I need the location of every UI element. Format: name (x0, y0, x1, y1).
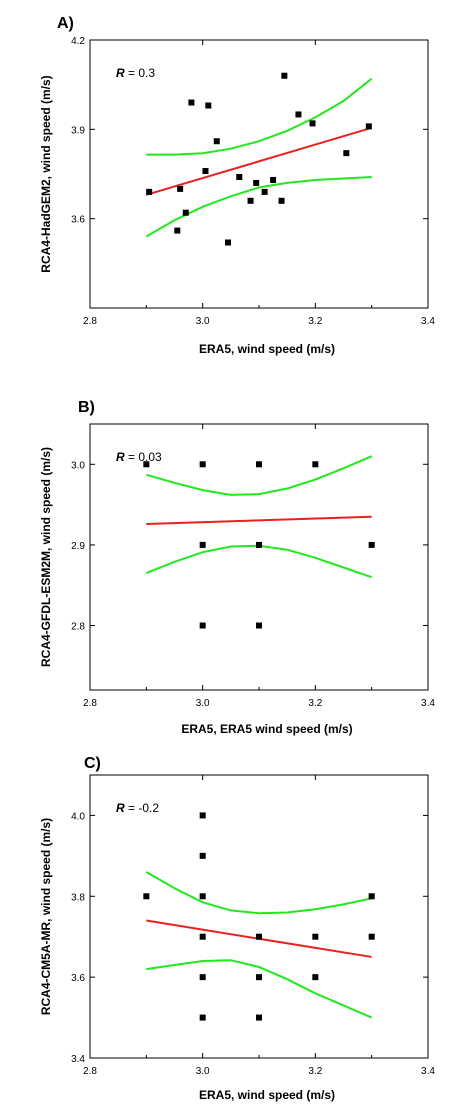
data-point (225, 239, 232, 246)
data-point (236, 173, 243, 180)
data-point (174, 227, 181, 234)
x-tick-label: 3.2 (308, 1066, 322, 1077)
y-tick-label: 2.8 (71, 622, 85, 633)
data-point (188, 99, 195, 106)
y-tick-label: 3.4 (71, 1054, 85, 1065)
data-point (213, 138, 220, 145)
r-value-annotation: R = 0.3 (116, 66, 155, 80)
data-point (199, 461, 206, 468)
data-point (199, 622, 206, 629)
data-point (256, 974, 262, 981)
data-point (199, 852, 206, 859)
r-value-annotation: R = -0.2 (116, 801, 159, 815)
r-value: = 0.03 (125, 450, 162, 464)
data-point (256, 622, 262, 629)
r-symbol: R (116, 801, 125, 815)
data-point (199, 541, 206, 548)
chart-panel-2: B) 2.8 3.0 3.2 3.4 2.8 2.9 3.0 ERA5, ERA5 wind s… (39, 399, 435, 736)
y-tick-label: 4.0 (71, 811, 85, 822)
y-tick-label: 3.6 (71, 215, 85, 226)
data-point (312, 933, 319, 940)
plot-frame (89, 39, 429, 309)
y-tick-label: 2.9 (71, 541, 85, 552)
x-tick-label: 3.0 (196, 316, 210, 327)
y-axis-label: RCA4-HadGEM2, wind speed (m/s) (39, 75, 53, 272)
y-tick-label: 3.9 (71, 125, 85, 136)
data-point (256, 1014, 262, 1021)
panel-label: A) (57, 15, 74, 32)
y-tick-label: 3.0 (71, 460, 85, 471)
regression-line (146, 515, 372, 525)
data-point (368, 541, 375, 548)
x-tick-label: 3.0 (196, 698, 210, 709)
data-point (253, 179, 260, 186)
x-axis-label: ERA5, wind speed (m/s) (199, 1088, 335, 1102)
data-point (256, 541, 262, 548)
data-point (205, 102, 212, 109)
confidence-band-upper (146, 455, 373, 496)
data-point (199, 933, 206, 940)
confidence-band-lower (145, 176, 372, 238)
data-point (256, 461, 262, 468)
data-point (202, 168, 209, 175)
r-symbol: R (116, 66, 125, 80)
x-tick-label: 2.8 (83, 1066, 97, 1077)
y-tick-label: 3.8 (71, 892, 85, 903)
data-point (256, 933, 262, 940)
x-axis-label: ERA5, ERA5 wind speed (m/s) (181, 722, 352, 736)
data-point (199, 812, 206, 819)
data-point (199, 974, 206, 981)
data-point (247, 197, 254, 204)
x-tick-label: 3.2 (308, 698, 322, 709)
data-point (368, 933, 375, 940)
data-point (281, 72, 288, 79)
panel-label: C) (84, 755, 101, 772)
x-tick-label: 2.8 (83, 316, 97, 327)
data-point (309, 120, 316, 127)
y-tick-label: 4.2 (71, 36, 85, 47)
data-point (365, 123, 372, 130)
data-point (312, 461, 319, 468)
data-point (368, 893, 375, 900)
data-point (199, 1014, 206, 1021)
panel-label: B) (78, 399, 95, 416)
data-point (278, 197, 285, 204)
chart-panel-3: C) 2.8 3.0 3.2 3.4 3.4 3.6 3.8 4.0 ERA5, wind spe… (39, 755, 435, 1102)
r-value: = 0.3 (125, 66, 156, 80)
data-point (199, 893, 206, 900)
y-tick-label: 3.6 (71, 973, 85, 984)
data-point (343, 150, 350, 157)
x-tick-label: 3.4 (421, 1066, 435, 1077)
x-tick-label: 3.2 (308, 316, 322, 327)
data-point (177, 185, 184, 192)
x-tick-label: 3.4 (421, 316, 435, 327)
y-axis-label: RCA4-GFDL-ESM2M, wind speed (m/s) (39, 447, 53, 667)
x-tick-label: 3.4 (421, 698, 435, 709)
r-value-annotation: R = 0.03 (116, 450, 162, 464)
chart-panel-1: A) 2.8 3.0 3.2 3.4 3.6 3.9 4.2 ERA5, wind speed … (39, 15, 435, 356)
regression-line (146, 126, 372, 196)
r-value: = -0.2 (125, 801, 160, 815)
confidence-band-lower (146, 959, 373, 1019)
data-point (182, 209, 189, 216)
confidence-band-upper (146, 77, 373, 156)
data-point (143, 461, 150, 468)
data-point (261, 188, 268, 195)
x-tick-label: 3.0 (196, 1066, 210, 1077)
data-point (295, 111, 302, 118)
data-point (312, 974, 319, 981)
x-tick-label: 2.8 (83, 698, 97, 709)
data-point (146, 188, 153, 195)
data-point (143, 893, 150, 900)
x-axis-label: ERA5, wind speed (m/s) (199, 342, 335, 356)
y-axis-label: RCA4-CM5A-MR, wind speed (m/s) (39, 818, 53, 1015)
confidence-band-lower (145, 544, 373, 579)
confidence-band-upper (145, 871, 372, 915)
r-symbol: R (116, 450, 125, 464)
data-point (270, 176, 277, 183)
